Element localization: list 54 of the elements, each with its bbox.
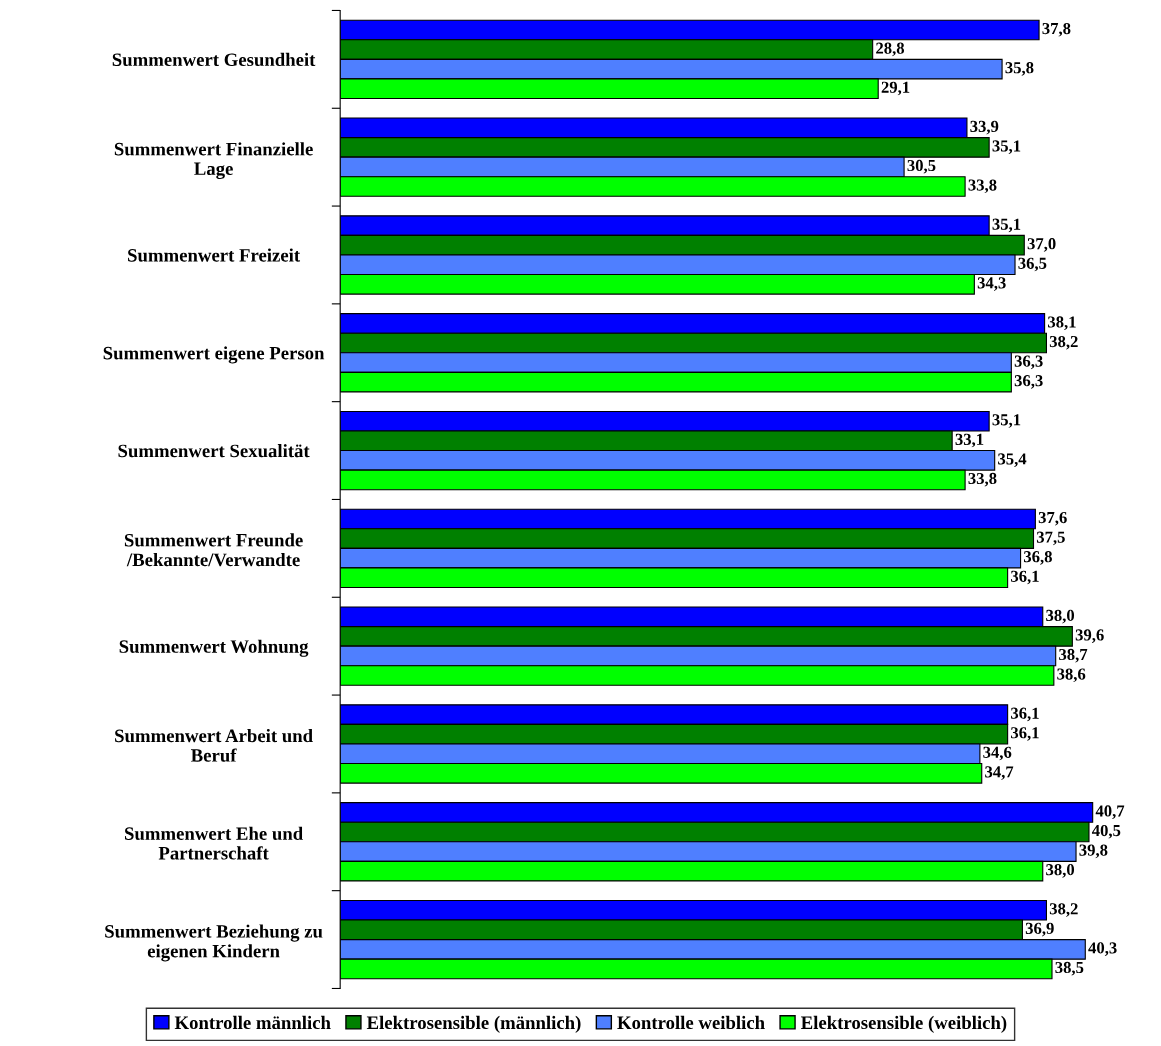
y-tick-label: Summenwert Arbeit und Beruf: [115, 728, 313, 762]
data-label: 38,2: [1049, 903, 1078, 917]
data-label: 37,0: [1027, 238, 1056, 252]
data-label: 35,1: [992, 140, 1021, 154]
data-label: 36,1: [1011, 707, 1039, 722]
y-tick-label: Summenwert Gesundheit: [112, 52, 316, 67]
data-label: 37,5: [1036, 531, 1065, 546]
data-label: 35,1: [992, 414, 1021, 428]
y-tick-label: Summenwert Sexualität: [118, 444, 310, 458]
legend-label: Elektrosensible (männlich): [366, 1015, 581, 1033]
data-label: 38,2: [1049, 335, 1078, 350]
data-label: 38,0: [1046, 609, 1075, 624]
data-label: 38,6: [1057, 668, 1086, 683]
data-label: 28,8: [876, 42, 905, 57]
data-label: 29,1: [881, 81, 910, 96]
data-label: 36,3: [1014, 375, 1043, 389]
data-label: 36,1: [1011, 727, 1039, 741]
data-label: 33,9: [970, 120, 999, 135]
y-tick-label: Summenwert Ehe und Partnerschaft: [124, 826, 303, 860]
data-label: 34,6: [983, 746, 1012, 761]
legend-label: Kontrolle weiblich: [617, 1015, 765, 1030]
data-label: 34,7: [985, 766, 1014, 780]
data-label: 36,1: [1011, 570, 1039, 585]
data-label: 39,8: [1079, 844, 1108, 859]
y-tick-label: Summenwert Freunde /Bekannte/Verwandte: [124, 533, 303, 567]
legend-label: Kontrolle männlich: [174, 1015, 331, 1030]
data-label: 40,7: [1095, 805, 1125, 820]
data-label: 33,8: [968, 179, 997, 194]
data-label: 30,5: [907, 159, 936, 174]
data-label: 35,4: [998, 453, 1027, 467]
y-tick-label: Summenwert Freizeit: [128, 248, 301, 262]
data-label: 38,7: [1059, 648, 1088, 663]
data-label: 36,8: [1023, 551, 1052, 565]
data-label: 36,3: [1014, 355, 1043, 370]
y-tick-label: Summenwert Beziehung zu eigenen Kindern: [105, 924, 323, 962]
y-tick-label: Summenwert Wohnung: [119, 639, 309, 657]
data-label: 38,0: [1046, 864, 1075, 878]
data-label: 38,5: [1055, 961, 1084, 976]
data-label: 34,3: [977, 277, 1006, 291]
y-tick-label: Summenwert eigene Person: [103, 346, 325, 364]
data-label: 36,9: [1025, 922, 1054, 937]
legend-label: Elektrosensible (weiblich): [801, 1015, 1007, 1033]
data-label: 33,1: [955, 433, 984, 448]
data-label: 40,3: [1088, 942, 1117, 956]
data-label: 39,6: [1075, 629, 1104, 643]
data-label: 40,5: [1091, 824, 1121, 839]
data-label: 35,1: [992, 218, 1021, 233]
data-label: 35,8: [1005, 62, 1034, 76]
data-label: 36,5: [1018, 257, 1047, 272]
data-label: 38,1: [1048, 316, 1076, 331]
data-label: 37,6: [1038, 512, 1067, 526]
data-label: 37,8: [1042, 22, 1071, 37]
y-tick-label: Summenwert Finanzielle Lage: [114, 142, 313, 179]
data-label: 33,8: [968, 472, 997, 487]
